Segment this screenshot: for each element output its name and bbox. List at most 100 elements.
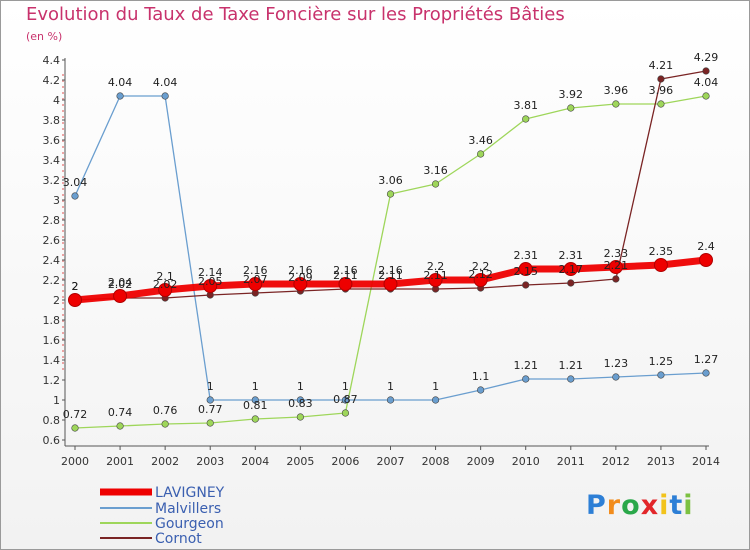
data-label: 4.04 (153, 76, 178, 89)
data-label: 1.1 (472, 370, 490, 383)
data-point (612, 275, 620, 283)
data-label: 0.87 (333, 393, 358, 406)
x-tick-label: 2007 (377, 455, 405, 468)
data-point (338, 277, 353, 291)
data-label: 3.92 (559, 88, 584, 101)
data-point (657, 75, 665, 83)
data-point (206, 419, 214, 427)
data-label: 2.11 (333, 269, 358, 282)
data-label: 1 (387, 380, 394, 393)
data-point (431, 396, 440, 404)
data-point (251, 415, 259, 423)
data-point (563, 262, 578, 276)
data-label: 2.12 (468, 268, 493, 281)
y-tick-label: 3.6 (43, 134, 61, 147)
series-labels: 2 2.04 2.1 2.14 2.16 2.16 2.16 2.16 2.2 2.22.31 2.… (63, 51, 719, 421)
data-label: 2.16 (378, 264, 403, 277)
x-tick-label: 2014 (692, 455, 720, 468)
data-point (702, 369, 710, 377)
y-tick-label: 3 (53, 194, 60, 207)
data-label: 3.04 (63, 176, 88, 189)
y-tick-label: 1.2 (43, 374, 61, 387)
x-tick-label: 2002 (151, 455, 179, 468)
data-label: 1.21 (559, 359, 584, 372)
data-label: 0.76 (153, 404, 178, 417)
data-point (567, 279, 575, 287)
data-point (71, 424, 79, 432)
data-label: 1.27 (694, 353, 719, 366)
data-label: 3.16 (423, 164, 448, 177)
data-point (293, 277, 308, 291)
x-tick-label: 2000 (61, 455, 89, 468)
data-label: 4.21 (649, 59, 674, 72)
data-point (473, 273, 488, 287)
series-points (68, 67, 713, 432)
data-label: 2.02 (108, 278, 133, 291)
x-tick-label: 2009 (467, 455, 495, 468)
y-tick-label: 2.4 (43, 254, 61, 267)
data-label: 2.04 (108, 276, 133, 289)
data-label: 3.06 (378, 174, 403, 187)
data-point (203, 279, 218, 293)
y-tick-label: 1.6 (43, 334, 61, 347)
y-tick-label: 2.2 (43, 274, 61, 287)
data-label: 2.31 (513, 249, 538, 262)
x-tick-label: 2013 (647, 455, 675, 468)
data-point (116, 422, 124, 430)
y-tick-label: 1.8 (43, 314, 61, 327)
y-tick-label: 3.2 (43, 174, 61, 187)
data-point (248, 277, 263, 291)
y-tick-label: 1 (53, 394, 60, 407)
data-point (383, 277, 398, 291)
x-tick-label: 2004 (241, 455, 269, 468)
data-label: 2.16 (288, 264, 313, 277)
data-point (251, 396, 259, 404)
y-tick-label: 4.4 (43, 54, 61, 67)
data-point (702, 67, 710, 75)
data-label: 0.83 (288, 397, 313, 410)
y-tick-label: 3.4 (43, 154, 61, 167)
data-point (653, 258, 668, 272)
data-label: 1 (297, 380, 304, 393)
data-label: 2.33 (604, 247, 629, 260)
data-label: 1.25 (649, 355, 674, 368)
data-point (657, 371, 665, 379)
x-tick-label: 2008 (422, 455, 450, 468)
x-tick-label: 2010 (512, 455, 540, 468)
x-tick-label: 2006 (331, 455, 359, 468)
logo-letter: r (606, 490, 622, 521)
x-tick-label: 2003 (196, 455, 224, 468)
data-label: 2.21 (604, 259, 629, 272)
data-point (341, 396, 350, 404)
data-point (612, 100, 620, 108)
x-tick-label: 2001 (106, 455, 134, 468)
x-tick-label: 2012 (602, 455, 630, 468)
data-label: 0.72 (63, 408, 88, 421)
y-tick-label: 4.2 (43, 74, 61, 87)
y-tick-label: 2.6 (43, 234, 61, 247)
data-label: 0.77 (198, 403, 223, 416)
data-point (608, 260, 623, 274)
data-label: 0.74 (108, 406, 133, 419)
data-label: 2.09 (288, 271, 313, 284)
data-label: 4.29 (694, 51, 719, 64)
legend-label-gourgeon: Gourgeon (155, 516, 224, 532)
data-label: 3.96 (604, 84, 629, 97)
data-point (522, 115, 530, 123)
logo-letter: i (683, 490, 694, 521)
proxiti-logo: Proxiti (586, 490, 694, 521)
data-point (116, 92, 124, 100)
data-point (612, 373, 620, 381)
data-label: 2.2 (472, 260, 490, 273)
y-tick-label: 2.8 (43, 214, 61, 227)
data-label: 2.14 (198, 266, 223, 279)
data-label: 2.2 (427, 260, 445, 273)
data-label: 2.1 (156, 270, 174, 283)
data-label: 2.11 (378, 269, 403, 282)
data-point (296, 413, 304, 421)
logo-letter: o (621, 490, 641, 521)
data-label: 2.11 (423, 269, 448, 282)
data-label: 3.46 (468, 134, 493, 147)
